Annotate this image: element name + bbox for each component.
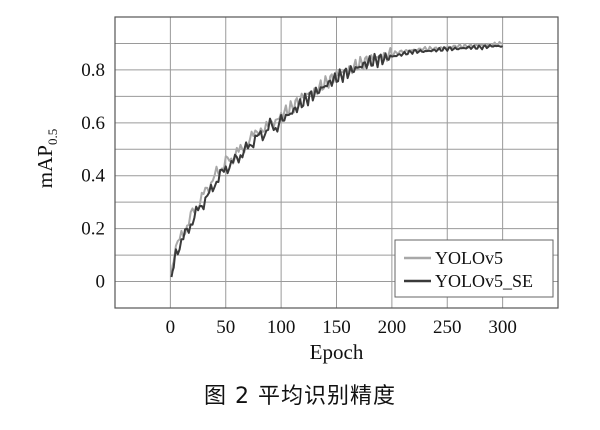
x-tick-labels: 0 50 100 150 200 250 300	[166, 317, 517, 338]
x-tick-label: 300	[488, 317, 517, 338]
grid	[115, 17, 558, 308]
y-axis-title-subscript: 0.5	[45, 129, 60, 145]
x-tick-label: 200	[378, 317, 407, 338]
x-tick-label: 50	[216, 317, 235, 338]
series-line-yolov5	[170, 40, 503, 273]
x-tick-label: 0	[166, 317, 176, 338]
y-axis-title-main: mAP	[33, 145, 57, 188]
x-tick-label: 150	[322, 317, 351, 338]
legend-box	[394, 239, 554, 298]
y-tick-label: 0.4	[81, 166, 105, 187]
series-layer	[170, 40, 504, 278]
legend: YOLOv5 YOLOv5_SE	[394, 239, 554, 298]
plot-area	[114, 16, 559, 309]
x-axis-title: Epoch	[310, 340, 364, 364]
y-tick-label: 0.6	[81, 113, 105, 134]
x-tick-label: 250	[433, 317, 462, 338]
y-tick-labels: 0 0.2 0.4 0.6 0.8	[81, 60, 105, 293]
y-tick-label: 0	[96, 272, 106, 293]
chart: 0 50 100 150 200 250 300 0 0.2 0.4 0.6 0.8 Epoch m…	[33, 16, 559, 364]
legend-label: YOLOv5_SE	[435, 271, 533, 291]
series-line-yolov5-se	[170, 44, 504, 278]
y-tick-label: 0.2	[81, 219, 105, 240]
legend-label: YOLOv5	[435, 248, 503, 268]
figure-caption: 图 2 平均识别精度	[204, 384, 396, 409]
x-tick-label: 100	[267, 317, 296, 338]
y-tick-label: 0.8	[81, 60, 105, 81]
y-axis-title: mAP0.5	[33, 129, 60, 188]
